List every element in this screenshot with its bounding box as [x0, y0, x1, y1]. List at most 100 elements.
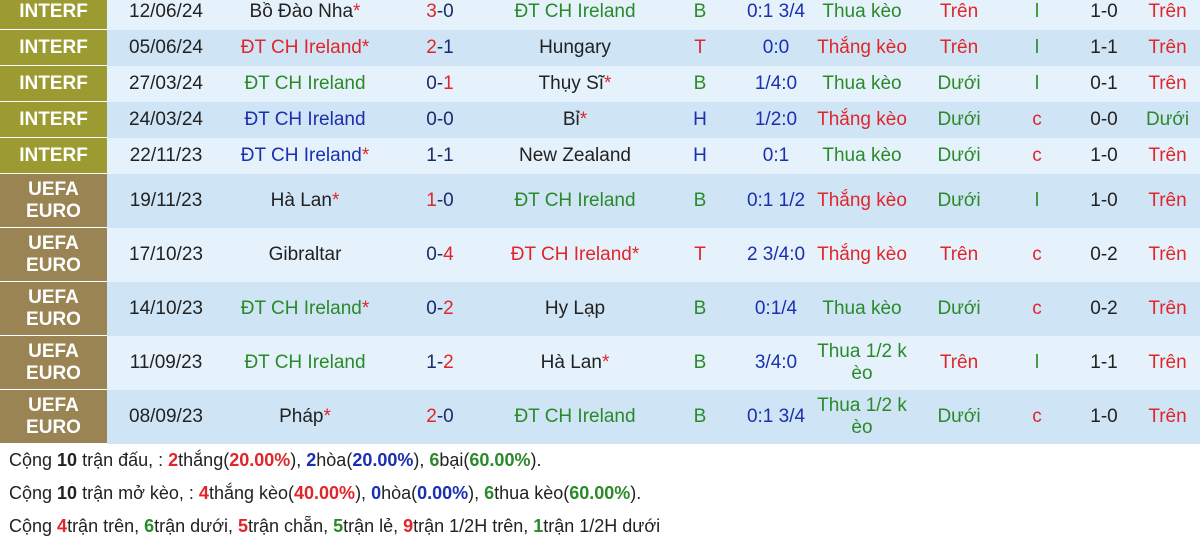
score[interactable]: 1-1 [385, 137, 495, 174]
away-goals: 0 [443, 405, 454, 427]
handicap: 0:1/4 [745, 281, 807, 336]
home-team-name: ĐT CH Ireland [240, 144, 362, 166]
away-team[interactable]: Bỉ* [495, 101, 655, 138]
competition[interactable]: UEFA EURO [0, 281, 107, 336]
half-time-score: 1-1 [1073, 29, 1135, 66]
match-date: 24/03/24 [107, 101, 225, 138]
match-date: 22/11/23 [107, 137, 225, 174]
home-team[interactable]: Gibraltar [225, 227, 385, 282]
away-team[interactable]: ĐT CH Ireland [495, 0, 655, 30]
home-team[interactable]: Pháp* [225, 389, 385, 444]
away-team[interactable]: Hà Lan* [495, 335, 655, 390]
half-time-score: 1-0 [1073, 0, 1135, 30]
summary-segment: thắng( [178, 450, 230, 470]
table-row[interactable]: UEFA EURO 11/09/23 ĐT CH Ireland 1-2 Hà Lan*… [0, 335, 1200, 390]
summary-segment: 0 [371, 483, 382, 503]
summary-segment: ), [468, 483, 485, 503]
handicap: 0:0 [745, 29, 807, 66]
summary-segment: trận trên, [67, 516, 145, 536]
score[interactable]: 0-0 [385, 101, 495, 138]
table-row[interactable]: INTERF 05/06/24 ĐT CH Ireland* 2-1 Hungary T 0… [0, 29, 1200, 66]
competition[interactable]: INTERF [0, 0, 107, 30]
home-team[interactable]: ĐT CH Ireland [225, 335, 385, 390]
score[interactable]: 2-1 [385, 29, 495, 66]
result: H [655, 137, 745, 174]
half-time-score: 1-1 [1073, 335, 1135, 390]
over-under: Trên [917, 335, 1001, 390]
result: B [655, 281, 745, 336]
favorite-marker: * [361, 144, 370, 166]
summary-segment: trận dưới, [154, 516, 239, 536]
competition[interactable]: UEFA EURO [0, 173, 107, 228]
handicap-result: Thua kèo [807, 0, 917, 30]
score[interactable]: 0-4 [385, 227, 495, 282]
half-time-over-under: Trên [1135, 137, 1200, 174]
competition[interactable]: INTERF [0, 29, 107, 66]
summary-segment: 2 [306, 450, 317, 470]
away-team[interactable]: Thụy Sĩ* [495, 65, 655, 102]
summary-segment: 10 [57, 483, 78, 503]
home-goals: 0 [426, 108, 437, 130]
half-time-score: 1-0 [1073, 173, 1135, 228]
competition[interactable]: INTERF [0, 137, 107, 174]
home-team[interactable]: ĐT CH Ireland* [225, 137, 385, 174]
away-team[interactable]: Hy Lạp [495, 281, 655, 336]
odd-even: c [1001, 101, 1073, 138]
table-row[interactable]: UEFA EURO 19/11/23 Hà Lan* 1-0 ĐT CH Ireland… [0, 173, 1200, 228]
home-team-name: Pháp [279, 405, 324, 427]
home-team[interactable]: ĐT CH Ireland [225, 65, 385, 102]
table-row[interactable]: INTERF 24/03/24 ĐT CH Ireland 0-0 Bỉ* H 1/2:0 T… [0, 101, 1200, 138]
summary-segment: 6 [429, 450, 440, 470]
odd-even: c [1001, 137, 1073, 174]
away-goals: 0 [443, 189, 454, 211]
home-team[interactable]: Hà Lan* [225, 173, 385, 228]
table-row[interactable]: UEFA EURO 08/09/23 Pháp* 2-0 ĐT CH Ireland B 0… [0, 389, 1200, 444]
summary-segment: ). [630, 483, 642, 503]
competition[interactable]: UEFA EURO [0, 335, 107, 390]
home-team-name: Gibraltar [268, 243, 342, 265]
away-team[interactable]: Hungary [495, 29, 655, 66]
score[interactable]: 1-2 [385, 335, 495, 390]
home-team-name: ĐT CH Ireland [240, 297, 362, 319]
match-date: 08/09/23 [107, 389, 225, 444]
away-team-name: New Zealand [519, 144, 631, 166]
home-team[interactable]: Bồ Đào Nha* [225, 0, 385, 30]
table-row[interactable]: INTERF 22/11/23 ĐT CH Ireland* 1-1 New Zeala… [0, 137, 1200, 174]
summary-segment: Cộng [9, 450, 58, 470]
handicap-result: Thắng kèo [807, 173, 917, 228]
table-row[interactable]: INTERF 12/06/24 Bồ Đào Nha* 3-0 ĐT CH Irelan… [0, 0, 1200, 30]
score-separator: - [436, 36, 444, 58]
home-team[interactable]: ĐT CH Ireland* [225, 281, 385, 336]
table-row[interactable]: UEFA EURO 17/10/23 Gibraltar 0-4 ĐT CH Irela… [0, 227, 1200, 282]
away-team[interactable]: ĐT CH Ireland [495, 173, 655, 228]
score[interactable]: 3-0 [385, 0, 495, 30]
score-separator: - [436, 72, 444, 94]
table-row[interactable]: INTERF 27/03/24 ĐT CH Ireland 0-1 Thụy Sĩ* B 1… [0, 65, 1200, 102]
away-team[interactable]: New Zealand [495, 137, 655, 174]
home-goals: 1 [426, 144, 437, 166]
score[interactable]: 0-2 [385, 281, 495, 336]
half-time-score: 1-0 [1073, 389, 1135, 444]
competition[interactable]: UEFA EURO [0, 227, 107, 282]
match-date: 17/10/23 [107, 227, 225, 282]
competition[interactable]: INTERF [0, 65, 107, 102]
home-team[interactable]: ĐT CH Ireland* [225, 29, 385, 66]
away-goals: 1 [443, 144, 454, 166]
home-team[interactable]: ĐT CH Ireland [225, 101, 385, 138]
home-goals: 1 [426, 189, 437, 211]
score[interactable]: 2-0 [385, 389, 495, 444]
away-team[interactable]: ĐT CH Ireland [495, 389, 655, 444]
home-team-name: ĐT CH Ireland [244, 72, 366, 94]
competition[interactable]: UEFA EURO [0, 389, 107, 444]
table-row[interactable]: UEFA EURO 14/10/23 ĐT CH Ireland* 0-2 Hy Lạp… [0, 281, 1200, 336]
away-team[interactable]: ĐT CH Ireland* [495, 227, 655, 282]
result: B [655, 173, 745, 228]
half-time-score: 1-0 [1073, 137, 1135, 174]
summary-segment: 10 [57, 450, 78, 470]
odd-even: l [1001, 173, 1073, 228]
half-time-over-under: Trên [1135, 281, 1200, 336]
score[interactable]: 1-0 [385, 173, 495, 228]
competition[interactable]: INTERF [0, 101, 107, 138]
score[interactable]: 0-1 [385, 65, 495, 102]
half-time-score: 0-2 [1073, 227, 1135, 282]
